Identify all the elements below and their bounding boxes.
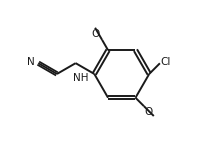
Text: Cl: Cl xyxy=(161,57,171,67)
Text: NH: NH xyxy=(73,73,89,83)
Text: O: O xyxy=(91,29,99,39)
Text: N: N xyxy=(27,57,34,67)
Text: O: O xyxy=(145,107,153,117)
